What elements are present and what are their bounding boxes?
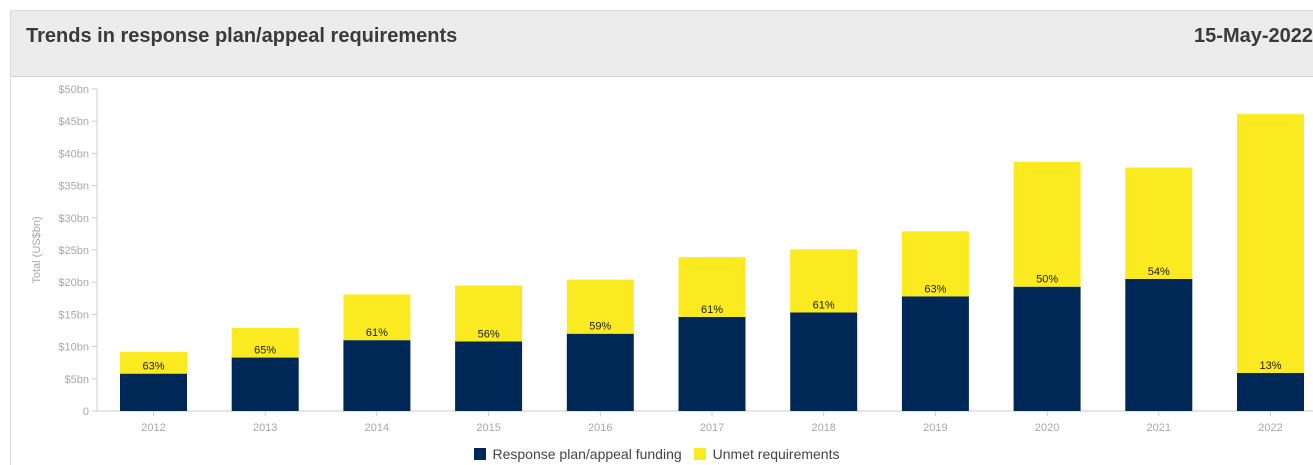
data-label: 59% (589, 321, 611, 333)
bar-funding (678, 316, 746, 411)
bar-funding (120, 373, 187, 411)
stacked-bar-chart: 0 $5bn $10bn $15bn $20bn $25bn $30bn $35bn $40bn… (31, 84, 1313, 434)
y-tick-label: $40bn (58, 148, 89, 160)
legend-item-funding[interactable]: Response plan/appeal funding (473, 446, 682, 462)
bar-unmet (1013, 161, 1081, 287)
legend-item-unmet[interactable]: Unmet requirements (693, 446, 840, 462)
y-tick-label: $35bn (58, 181, 89, 193)
bar-funding (566, 333, 634, 411)
chart-header: Trends in response plan/appeal requireme… (11, 11, 1313, 77)
data-label: 63% (924, 283, 946, 295)
bar-unmet (566, 279, 634, 334)
bar-unmet (1237, 114, 1304, 374)
x-tick-label: 2018 (811, 422, 835, 434)
chart-title: Trends in response plan/appeal requireme… (26, 25, 458, 47)
bar-funding (343, 340, 411, 411)
y-tick-label: $45bn (58, 116, 89, 128)
x-tick-label: 2019 (923, 422, 947, 434)
data-label: 65% (254, 345, 276, 357)
x-tick-label: 2016 (588, 422, 612, 434)
x-tick-label: 2013 (253, 422, 277, 434)
bar-funding (231, 357, 299, 411)
data-label: 63% (142, 361, 164, 373)
y-tick-label: $30bn (58, 213, 89, 225)
legend-label-funding: Response plan/appeal funding (492, 446, 682, 462)
x-tick-label: 2017 (700, 422, 724, 434)
bar-unmet (120, 351, 187, 374)
bar-funding (1237, 373, 1304, 411)
bar-unmet (455, 285, 523, 342)
bar-unmet (678, 257, 746, 317)
y-tick-label: 0 (83, 406, 89, 418)
chart-date: 15-May-2022 (1194, 25, 1313, 47)
y-axis-title: Total (US$bn) (31, 216, 43, 283)
data-label: 50% (1036, 274, 1058, 286)
y-tick-label: $5bn (65, 374, 89, 386)
legend-swatch-funding (473, 448, 486, 460)
bar-funding (1125, 278, 1193, 411)
chart-panel: Trends in response plan/appeal requireme… (10, 10, 1313, 465)
bar-unmet (343, 294, 411, 341)
data-label: 61% (813, 299, 835, 311)
y-tick-label: $10bn (58, 342, 89, 354)
data-label: 13% (1259, 360, 1281, 372)
bar-funding (455, 341, 523, 411)
x-tick-label: 2022 (1258, 422, 1282, 434)
x-tick-label: 2020 (1035, 422, 1059, 434)
data-label: 56% (478, 328, 500, 340)
bar-unmet (790, 249, 858, 313)
legend-label-unmet: Unmet requirements (712, 446, 840, 462)
y-tick-label: $15bn (58, 309, 89, 321)
bar-unmet (1125, 167, 1193, 279)
y-tick-label: $20bn (58, 277, 89, 289)
bar-unmet (901, 231, 969, 297)
chart-legend: Response plan/appeal funding Unmet requi… (0, 444, 1313, 464)
x-tick-label: 2015 (476, 422, 500, 434)
bar-funding (901, 296, 969, 411)
y-tick-label: $25bn (58, 245, 89, 257)
bar-funding (1013, 286, 1081, 411)
x-tick-label: 2021 (1147, 422, 1171, 434)
data-label: 54% (1148, 266, 1170, 278)
y-tick-label: $50bn (58, 84, 89, 96)
data-label: 61% (366, 327, 388, 339)
x-tick-label: 2012 (141, 422, 165, 434)
bar-funding (790, 312, 858, 411)
data-label: 61% (701, 304, 723, 316)
x-tick-label: 2014 (365, 422, 389, 434)
bar-unmet (231, 327, 299, 358)
legend-swatch-unmet (693, 448, 706, 460)
